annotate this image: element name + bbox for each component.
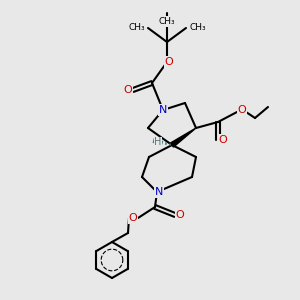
Text: O: O <box>165 57 173 67</box>
Text: O: O <box>219 135 227 145</box>
Text: O: O <box>238 105 246 115</box>
Text: CH₃: CH₃ <box>159 17 175 26</box>
Text: O: O <box>129 213 137 223</box>
Text: N: N <box>155 187 163 197</box>
Text: CH₃: CH₃ <box>128 23 145 32</box>
Text: O: O <box>176 210 184 220</box>
Polygon shape <box>171 128 196 147</box>
Text: CH₃: CH₃ <box>189 23 206 32</box>
Text: H: H <box>154 137 162 147</box>
Text: N: N <box>159 105 167 115</box>
Text: O: O <box>124 85 132 95</box>
